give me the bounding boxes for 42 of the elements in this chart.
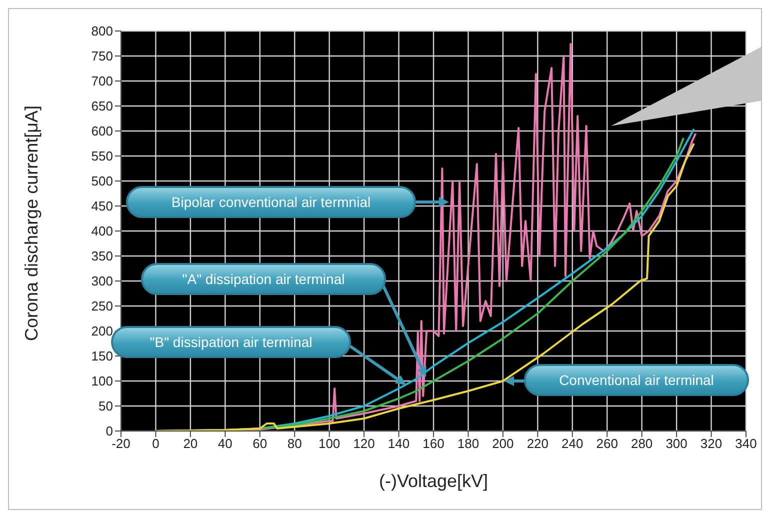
y-tick-label: 100 (91, 374, 113, 389)
y-tick-label: 300 (91, 274, 113, 289)
x-tick-label: 20 (183, 436, 198, 452)
x-tick-label: 60 (252, 436, 268, 452)
x-tick-label: 140 (388, 436, 410, 452)
y-axis-title: Corona discharge current[μA] (21, 106, 42, 341)
y-tick-label: 650 (91, 98, 113, 114)
y-tick-label: 450 (91, 198, 113, 214)
y-tick-label: 700 (91, 74, 113, 89)
y-tick-label: 0 (106, 424, 113, 439)
x-tick-label: 200 (492, 436, 514, 452)
x-tick-label: 240 (562, 436, 584, 452)
x-tick-label: 160 (422, 436, 444, 452)
x-tick-label: 220 (526, 436, 549, 452)
x-tick-label: 340 (735, 436, 757, 452)
x-axis-title: (-)Voltage[kV] (378, 471, 488, 491)
x-tick-label: 280 (630, 436, 653, 452)
x-tick-label: 120 (353, 436, 375, 452)
x-tick-label: 260 (596, 436, 618, 452)
x-tick-label: 80 (287, 436, 302, 452)
x-tick-label: 300 (666, 436, 688, 452)
y-tick-label: 150 (91, 348, 113, 364)
y-tick-label: 50 (98, 398, 113, 414)
x-tick-label: 320 (700, 436, 722, 452)
x-tick-label: 0 (152, 436, 160, 452)
x-tick-label: 40 (218, 436, 232, 452)
y-tick-label: 500 (91, 174, 113, 189)
y-tick-label: 550 (91, 148, 113, 164)
text: Bipolar conventional air termnial (171, 194, 371, 210)
y-tick-label: 800 (91, 24, 113, 39)
text: "A" dissipation air terminal (182, 271, 345, 287)
x-tick-label: 180 (457, 436, 480, 452)
text: "B" dissipation air terminal (150, 334, 312, 350)
series-label: Conventional air terminal (559, 372, 714, 388)
y-tick-label: 750 (91, 48, 113, 64)
y-tick-label: 200 (91, 324, 113, 339)
y-tick-label: 400 (91, 224, 113, 239)
y-tick-label: 600 (91, 124, 113, 139)
y-tick-label: 250 (91, 298, 113, 314)
x-tick-label: 100 (318, 436, 340, 452)
x-tick-label: -20 (112, 436, 130, 452)
y-tick-label: 350 (91, 248, 113, 264)
